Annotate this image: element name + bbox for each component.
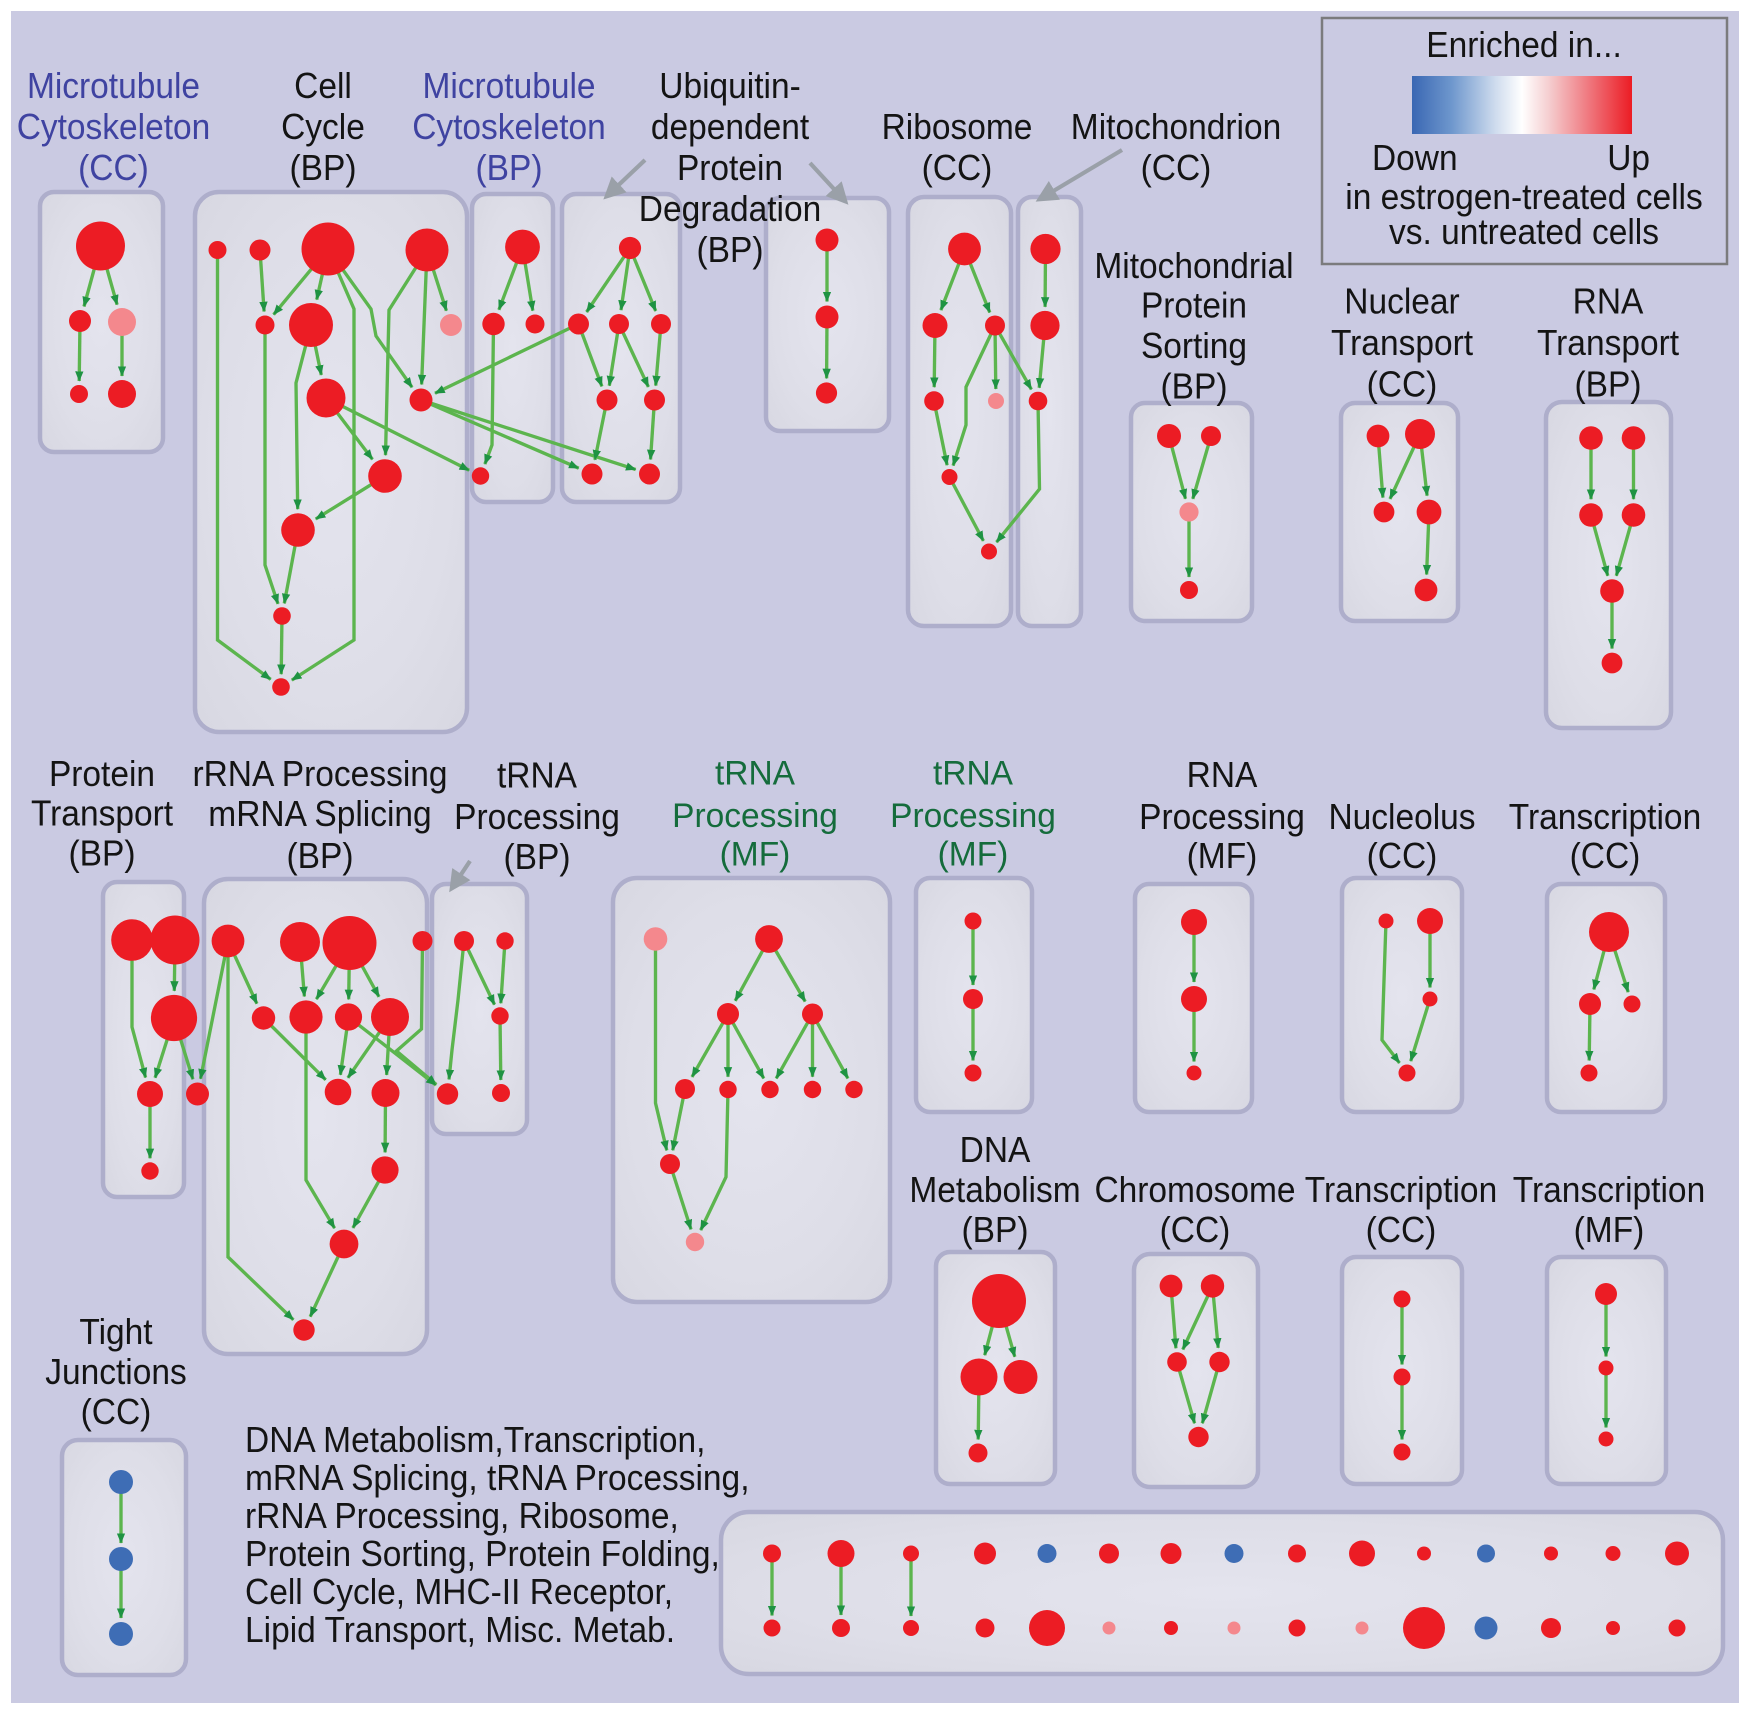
svg-text:mRNA Splicing, tRNA Processing: mRNA Splicing, tRNA Processing,	[245, 1457, 750, 1498]
svg-text:Enriched in...: Enriched in...	[1426, 24, 1622, 65]
svg-text:Mitochondrion: Mitochondrion	[1071, 106, 1281, 147]
svg-text:Protein: Protein	[677, 147, 783, 188]
svg-text:Microtubule: Microtubule	[422, 65, 595, 106]
svg-text:vs. untreated cells: vs. untreated cells	[1389, 211, 1659, 252]
svg-text:(BP): (BP)	[504, 836, 571, 877]
svg-text:Cytoskeleton: Cytoskeleton	[17, 106, 211, 147]
svg-text:(CC): (CC)	[1570, 835, 1641, 876]
svg-text:(CC): (CC)	[1141, 147, 1212, 188]
svg-text:Cytoskeleton: Cytoskeleton	[412, 106, 606, 147]
svg-text:(BP): (BP)	[962, 1209, 1029, 1250]
svg-text:Processing: Processing	[1139, 796, 1305, 837]
svg-text:Transcription: Transcription	[1509, 796, 1701, 837]
svg-text:(MF): (MF)	[938, 836, 1009, 874]
svg-text:Tight: Tight	[79, 1311, 152, 1352]
svg-text:Processing: Processing	[454, 796, 620, 837]
svg-text:(BP): (BP)	[290, 147, 357, 188]
svg-text:Ribosome: Ribosome	[882, 106, 1033, 147]
svg-text:Chromosome: Chromosome	[1094, 1169, 1295, 1210]
svg-text:Transcription: Transcription	[1513, 1169, 1705, 1210]
svg-text:Transport: Transport	[1537, 322, 1679, 363]
svg-text:Transport: Transport	[31, 793, 173, 834]
svg-text:Lipid Transport, Misc. Metab.: Lipid Transport, Misc. Metab.	[245, 1609, 675, 1650]
svg-text:(CC): (CC)	[1160, 1209, 1231, 1250]
svg-text:Ubiquitin-: Ubiquitin-	[659, 65, 801, 106]
svg-text:(MF): (MF)	[1574, 1209, 1645, 1250]
svg-text:Cell Cycle, MHC-II Receptor,: Cell Cycle, MHC-II Receptor,	[245, 1571, 673, 1612]
svg-text:(MF): (MF)	[720, 836, 791, 874]
svg-text:(BP): (BP)	[1575, 364, 1642, 405]
svg-text:in estrogen-treated cells: in estrogen-treated cells	[1345, 176, 1703, 217]
svg-text:Junctions: Junctions	[45, 1351, 187, 1392]
svg-text:(CC): (CC)	[1366, 1209, 1437, 1250]
svg-text:Nuclear: Nuclear	[1344, 281, 1459, 322]
svg-text:rRNA Processing, Ribosome,: rRNA Processing, Ribosome,	[245, 1495, 679, 1536]
svg-text:DNA: DNA	[960, 1129, 1031, 1170]
svg-text:Protein: Protein	[1141, 285, 1247, 326]
svg-text:mRNA Splicing: mRNA Splicing	[208, 793, 431, 834]
svg-text:tRNA: tRNA	[933, 755, 1013, 793]
svg-text:(CC): (CC)	[81, 1391, 152, 1432]
svg-text:Transport: Transport	[1331, 322, 1473, 363]
svg-text:(BP): (BP)	[69, 833, 136, 874]
svg-text:Transcription: Transcription	[1305, 1169, 1497, 1210]
svg-text:Metabolism: Metabolism	[909, 1169, 1080, 1210]
svg-text:rRNA Processing: rRNA Processing	[192, 753, 447, 794]
svg-text:(CC): (CC)	[1367, 364, 1438, 405]
svg-text:Protein Sorting, Protein Foldi: Protein Sorting, Protein Folding,	[245, 1533, 720, 1574]
svg-text:Down: Down	[1372, 137, 1458, 178]
svg-text:Processing: Processing	[890, 797, 1056, 835]
svg-text:Sorting: Sorting	[1141, 325, 1247, 366]
svg-text:Cell: Cell	[294, 65, 352, 106]
svg-text:Mitochondrial: Mitochondrial	[1094, 245, 1293, 286]
svg-text:Processing: Processing	[672, 797, 838, 835]
svg-text:DNA Metabolism,Transcription,: DNA Metabolism,Transcription,	[245, 1419, 705, 1460]
svg-text:(CC): (CC)	[1367, 835, 1438, 876]
svg-text:(CC): (CC)	[922, 147, 993, 188]
svg-text:Microtubule: Microtubule	[27, 65, 200, 106]
svg-text:Protein: Protein	[49, 753, 155, 794]
svg-text:dependent: dependent	[651, 106, 809, 147]
svg-text:tRNA: tRNA	[715, 755, 795, 793]
svg-text:(BP): (BP)	[476, 147, 543, 188]
svg-text:tRNA: tRNA	[497, 755, 578, 796]
svg-text:(BP): (BP)	[697, 229, 764, 270]
svg-text:(MF): (MF)	[1187, 835, 1258, 876]
svg-text:RNA: RNA	[1187, 754, 1258, 795]
svg-text:Nucleolus: Nucleolus	[1328, 796, 1475, 837]
svg-text:Up: Up	[1607, 137, 1650, 178]
svg-text:(BP): (BP)	[1161, 366, 1228, 407]
svg-text:Degradation: Degradation	[639, 188, 822, 229]
svg-text:(BP): (BP)	[287, 835, 354, 876]
svg-text:Cycle: Cycle	[281, 106, 365, 147]
svg-text:RNA: RNA	[1573, 281, 1644, 322]
svg-text:(CC): (CC)	[78, 147, 149, 188]
